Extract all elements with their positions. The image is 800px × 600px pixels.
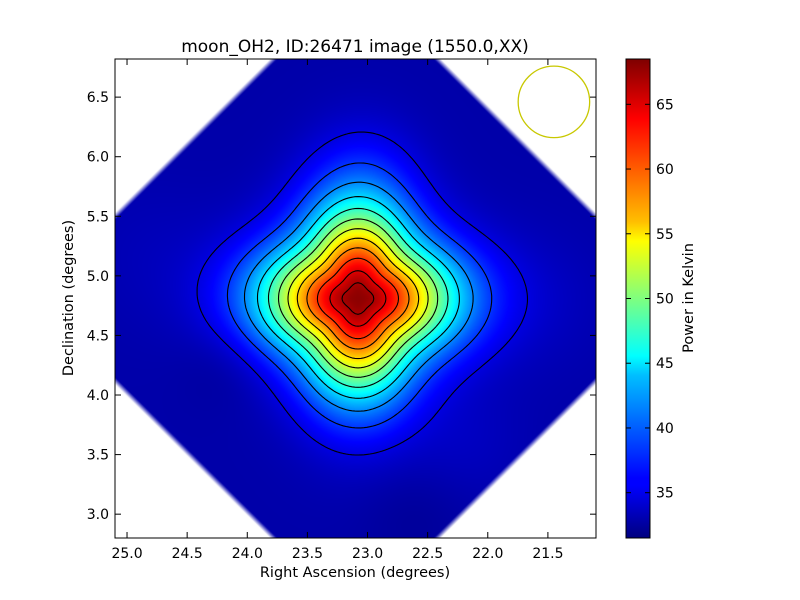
colorbar-tick-label: 50 bbox=[656, 292, 674, 308]
y-tick-label: 3.0 bbox=[87, 507, 109, 523]
contour-level-67 bbox=[341, 282, 375, 315]
y-tick-label: 4.0 bbox=[87, 388, 109, 404]
colorbar-tick-label: 40 bbox=[656, 421, 674, 437]
contour-level-62 bbox=[316, 257, 400, 340]
y-axis-label: Declination (degrees) bbox=[61, 220, 77, 376]
colorbar: 35 40 45 50 55 60 65 Power in Kelvin bbox=[625, 58, 697, 539]
colorbar-tick-label: 65 bbox=[656, 97, 674, 113]
contour-level-56 bbox=[296, 237, 420, 360]
y-tick-label: 3.5 bbox=[87, 448, 109, 464]
x-axis-label: Right Ascension (degrees) bbox=[260, 565, 450, 581]
contour-level-41 bbox=[243, 181, 474, 412]
colorbar-label: Power in Kelvin bbox=[681, 243, 697, 353]
colorbar-ticks: 35 40 45 50 55 60 65 bbox=[626, 97, 674, 502]
y-tick-label: 6.0 bbox=[87, 150, 109, 166]
contour-level-65 bbox=[329, 270, 387, 327]
x-tick-label: 24.5 bbox=[172, 546, 203, 562]
x-tick-label: 23.0 bbox=[352, 546, 383, 562]
x-tick-label: 24.0 bbox=[232, 546, 263, 562]
x-tick-label: 22.5 bbox=[412, 546, 443, 562]
contour-level-53 bbox=[287, 228, 429, 369]
x-tick-label: 25.0 bbox=[111, 546, 142, 562]
plot-frame bbox=[114, 58, 597, 539]
beam-marker bbox=[517, 65, 591, 139]
x-axis: 25.0 24.5 24.0 23.5 23.0 22.5 22.0 21.5 bbox=[111, 59, 563, 562]
contour-level-38 bbox=[226, 162, 493, 429]
colorbar-tick-label: 55 bbox=[656, 227, 674, 243]
contour-level-47 bbox=[267, 207, 449, 388]
contour-level-59 bbox=[306, 247, 410, 350]
contour-level-35 bbox=[196, 131, 529, 456]
heatmap-plot bbox=[114, 58, 597, 539]
x-tick-label: 23.5 bbox=[292, 546, 323, 562]
y-tick-label: 5.5 bbox=[87, 209, 109, 225]
colorbar-tick-label: 35 bbox=[656, 486, 674, 502]
colorbar-tick-label: 45 bbox=[656, 356, 674, 372]
contour-level-50 bbox=[277, 218, 439, 378]
x-tick-label: 21.5 bbox=[532, 546, 563, 562]
y-axis: 3.0 3.5 4.0 4.5 5.0 5.5 6.0 6.5 bbox=[87, 90, 596, 523]
chart-title: moon_OH2, ID:26471 image (1550.0,XX) bbox=[181, 37, 529, 57]
y-tick-label: 5.0 bbox=[87, 269, 109, 285]
contour-layer bbox=[196, 131, 529, 456]
x-tick-label: 22.0 bbox=[472, 546, 503, 562]
colorbar-tick-label: 60 bbox=[656, 162, 674, 178]
y-tick-label: 4.5 bbox=[87, 328, 109, 344]
heatmap-image bbox=[115, 59, 596, 538]
contour-level-44 bbox=[256, 196, 460, 399]
y-tick-label: 6.5 bbox=[87, 90, 109, 106]
